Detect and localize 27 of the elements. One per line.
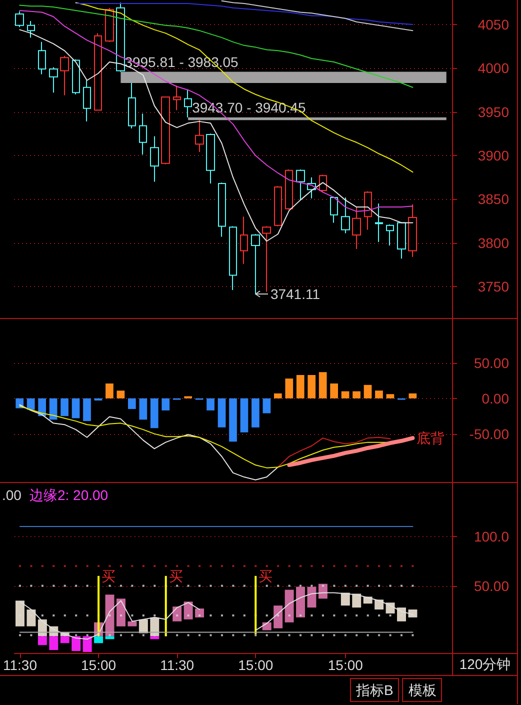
series-label: 底背 [416, 430, 445, 446]
y-tick-label: 50.00 [474, 578, 510, 594]
tab: 模板 [402, 678, 442, 702]
data-label: 买 [258, 568, 273, 584]
annotation: 边缘2: 20.00 [29, 487, 108, 503]
x-tick-label: 11:30 [2, 657, 38, 673]
y-tick-label: 3800 [478, 234, 510, 251]
y-tick-label: 4000 [478, 60, 510, 76]
annotation: 3741.11 [270, 286, 320, 302]
x-tick-label: 15:00 [328, 657, 364, 673]
y-tick-label: 50.00 [474, 354, 510, 371]
x-tick-label: 11:30 [160, 657, 194, 673]
y-tick-label: 3950 [478, 104, 510, 120]
y-tick-label: 3750 [478, 278, 510, 295]
data-label: 买 [102, 568, 116, 584]
x-tick-label: 15:00 [238, 657, 274, 673]
data-label: 买 [168, 568, 183, 584]
x-axis-title: 120分钟 [452, 653, 517, 675]
y-tick-label: 3900 [478, 148, 510, 164]
y-tick-label: 0.00 [482, 390, 510, 406]
y-tick-label: 3850 [478, 191, 510, 208]
y-tick-label: 100.0 [474, 528, 510, 544]
y-tick-label: 4050 [478, 16, 510, 32]
tab: 指标B [350, 678, 400, 702]
x-tick-label: 15:00 [81, 657, 116, 673]
y-tick-label: -50.00 [469, 426, 510, 442]
annotation: .00 [2, 487, 22, 503]
